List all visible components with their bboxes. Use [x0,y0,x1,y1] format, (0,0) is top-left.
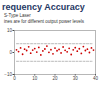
html-text:ines are for different output: ines are for different output power leve… [4,18,84,24]
svg-text:10: 10 [32,76,38,81]
html-text:requency Accuracy: requency Accuracy [2,2,85,12]
svg-text:0: 0 [9,50,12,55]
svg-text:−10: −10 [4,72,12,77]
svg-text:20: 20 [52,76,58,81]
svg-text:30: 30 [73,76,79,81]
svg-text:10: 10 [7,28,13,33]
html-text:S-Type Laser: S-Type Laser [4,13,31,18]
svg-text:40: 40 [93,76,99,81]
svg-text:0: 0 [13,76,16,81]
